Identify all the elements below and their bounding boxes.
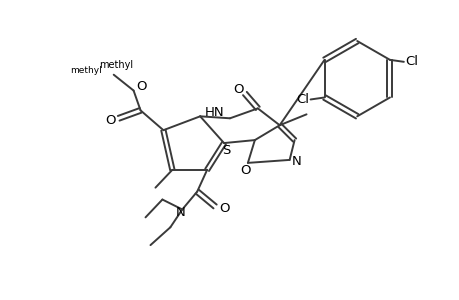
Text: N: N (291, 155, 301, 168)
Text: O: O (105, 114, 116, 127)
Text: O: O (233, 83, 244, 96)
Text: O: O (218, 202, 229, 215)
Text: Cl: Cl (404, 55, 417, 68)
Text: HN: HN (204, 106, 224, 119)
Text: N: N (175, 206, 185, 219)
Text: methyl: methyl (70, 66, 101, 75)
Text: O: O (240, 164, 251, 177)
Text: S: S (221, 145, 230, 158)
Text: O: O (136, 80, 146, 93)
Text: methyl: methyl (98, 60, 133, 70)
Text: Cl: Cl (296, 93, 308, 106)
